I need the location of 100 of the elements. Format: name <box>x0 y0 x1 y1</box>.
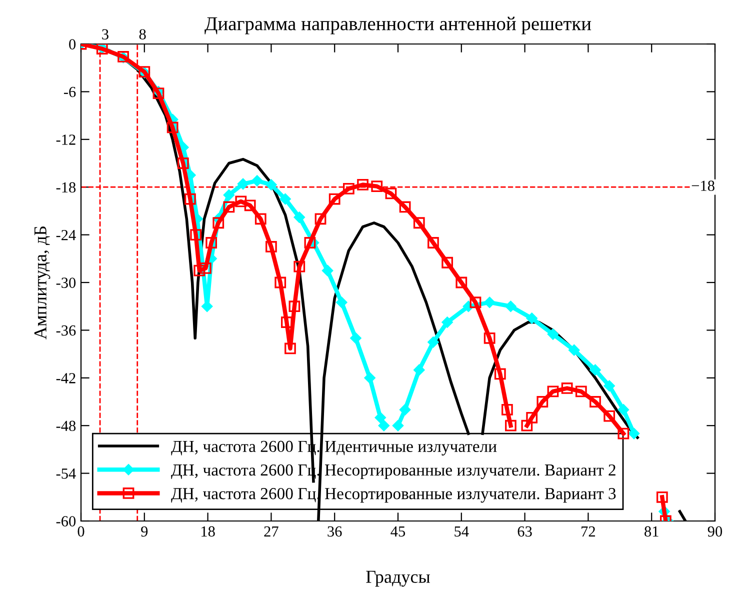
point <box>274 276 286 288</box>
y-tick-label: -6 <box>64 86 76 98</box>
point <box>399 404 411 416</box>
x-tick-label: 9 <box>141 526 148 537</box>
y-axis-title: Амплитуда, дБ <box>34 226 50 340</box>
point <box>590 364 601 376</box>
point <box>364 372 376 384</box>
point <box>235 196 247 208</box>
point <box>294 260 306 272</box>
point <box>470 296 482 308</box>
point <box>547 328 559 340</box>
point <box>336 296 348 308</box>
point <box>561 382 573 394</box>
point <box>314 213 326 225</box>
point <box>244 200 256 212</box>
point <box>294 212 305 223</box>
point <box>484 296 496 308</box>
point <box>568 344 580 356</box>
x-tick-label: 45 <box>390 526 406 537</box>
y-tick-label: -30 <box>56 278 76 288</box>
point <box>521 420 533 432</box>
point <box>304 237 316 248</box>
point <box>414 364 425 376</box>
point <box>484 332 496 344</box>
point <box>656 491 668 503</box>
point <box>413 217 425 229</box>
point <box>190 229 202 240</box>
chart-title: Диаграмма направленности антенной решетки <box>204 16 592 34</box>
point <box>342 182 354 194</box>
point <box>223 201 235 213</box>
point <box>399 201 411 213</box>
x-tick-label: 0 <box>78 526 84 537</box>
point <box>618 404 630 416</box>
point <box>590 396 601 408</box>
legend-label: ДН, частота 2600 Гц. Несортированные излучатели. Вариант 3 <box>171 488 616 503</box>
point <box>494 368 506 380</box>
x-tick-label: 63 <box>518 526 532 537</box>
point <box>526 312 538 324</box>
ref-line-label: 3 <box>102 29 108 40</box>
point <box>200 262 212 274</box>
point <box>266 179 277 190</box>
ref-line-label: −18 <box>692 180 714 191</box>
point <box>456 276 468 288</box>
point <box>281 316 292 328</box>
point <box>371 180 383 192</box>
point <box>505 300 516 312</box>
point <box>628 428 640 440</box>
point <box>442 316 453 328</box>
point <box>194 264 206 276</box>
x-tick-label: 54 <box>454 526 469 537</box>
point <box>328 193 340 205</box>
x-tick-label: 81 <box>644 526 658 537</box>
point <box>618 428 630 440</box>
point <box>223 189 235 201</box>
x-axis-title: Градусы <box>366 570 430 587</box>
point <box>428 336 439 348</box>
point <box>385 188 397 200</box>
point <box>536 396 548 408</box>
x-tick-label: 27 <box>264 526 278 536</box>
point <box>350 332 362 344</box>
y-tick-label: -24 <box>56 230 76 240</box>
point <box>505 420 516 432</box>
point <box>322 264 334 276</box>
x-tick-label: 18 <box>202 526 215 537</box>
x-tick-label: 36 <box>328 526 342 537</box>
point <box>254 213 266 225</box>
y-tick-label: -18 <box>56 182 76 193</box>
ref-line-label: 8 <box>139 29 146 40</box>
y-tick-label: -60 <box>56 516 76 526</box>
y-tick-label: 0 <box>69 39 76 50</box>
point <box>284 342 296 354</box>
x-tick-label: 72 <box>582 526 595 536</box>
point <box>604 380 615 392</box>
point <box>357 179 368 190</box>
point <box>177 158 189 169</box>
x-tick-label: 90 <box>708 526 722 537</box>
point <box>392 420 404 432</box>
point <box>374 412 386 424</box>
y-tick-label: -42 <box>56 373 76 384</box>
point <box>237 178 249 190</box>
point <box>266 241 277 252</box>
y-tick-label: -54 <box>56 468 76 479</box>
point <box>526 412 538 424</box>
point <box>280 193 291 205</box>
point <box>252 175 263 186</box>
point <box>501 404 513 416</box>
y-tick-label: -36 <box>56 325 76 336</box>
point <box>184 193 196 205</box>
point <box>212 217 224 229</box>
y-tick-label: -48 <box>56 420 76 432</box>
point <box>378 420 390 432</box>
point <box>288 300 300 312</box>
point <box>547 386 559 398</box>
point <box>428 237 439 248</box>
point <box>206 237 218 248</box>
point <box>604 410 616 422</box>
point <box>442 256 454 268</box>
point <box>166 122 178 134</box>
point <box>575 386 587 398</box>
y-tick-label: -12 <box>56 134 76 145</box>
